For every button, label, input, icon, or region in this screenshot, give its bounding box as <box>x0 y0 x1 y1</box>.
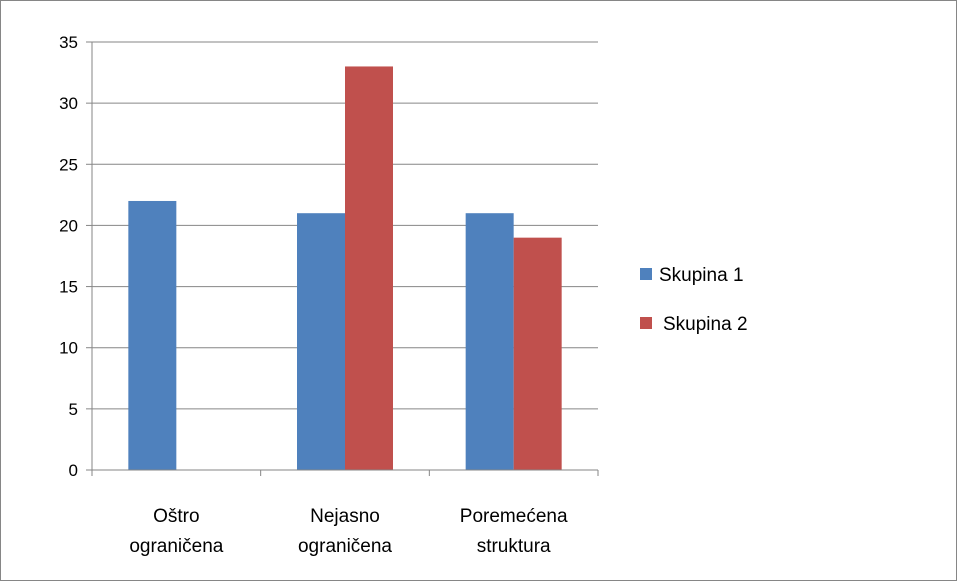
x-category-label: struktura <box>477 536 551 557</box>
legend: Skupina 1 Skupina 2 <box>640 265 748 335</box>
y-tick-label: 0 <box>69 461 78 480</box>
x-category-label: ograničena <box>298 536 392 557</box>
legend-swatch <box>640 317 652 329</box>
y-tick-label: 5 <box>69 400 78 419</box>
bar <box>513 237 562 470</box>
y-tick-label: 25 <box>59 155 78 174</box>
bar <box>128 200 177 470</box>
legend-label: Skupina 2 <box>663 314 748 335</box>
bar <box>465 213 514 470</box>
y-tick-label: 35 <box>59 33 78 52</box>
y-tick-label: 20 <box>59 216 78 235</box>
y-axis-ticks: 0 5 10 15 20 25 30 35 <box>59 33 78 480</box>
x-axis-labels: Oštro ograničena Nejasno ograničena Poremeće… <box>129 506 568 557</box>
y-tick-label: 10 <box>59 339 78 358</box>
y-tick-label: 15 <box>59 278 78 297</box>
bars <box>128 66 562 470</box>
bar <box>345 66 393 470</box>
x-category-label: Poremećena <box>460 506 568 527</box>
x-category-label: Oštro <box>153 506 199 527</box>
axes <box>86 41 599 476</box>
legend-swatch <box>640 268 652 280</box>
legend-label: Skupina 1 <box>659 265 744 286</box>
x-category-label: ograničena <box>129 536 223 557</box>
x-category-label: Nejasno <box>310 506 380 527</box>
bar <box>297 213 345 470</box>
y-tick-label: 30 <box>59 94 78 113</box>
